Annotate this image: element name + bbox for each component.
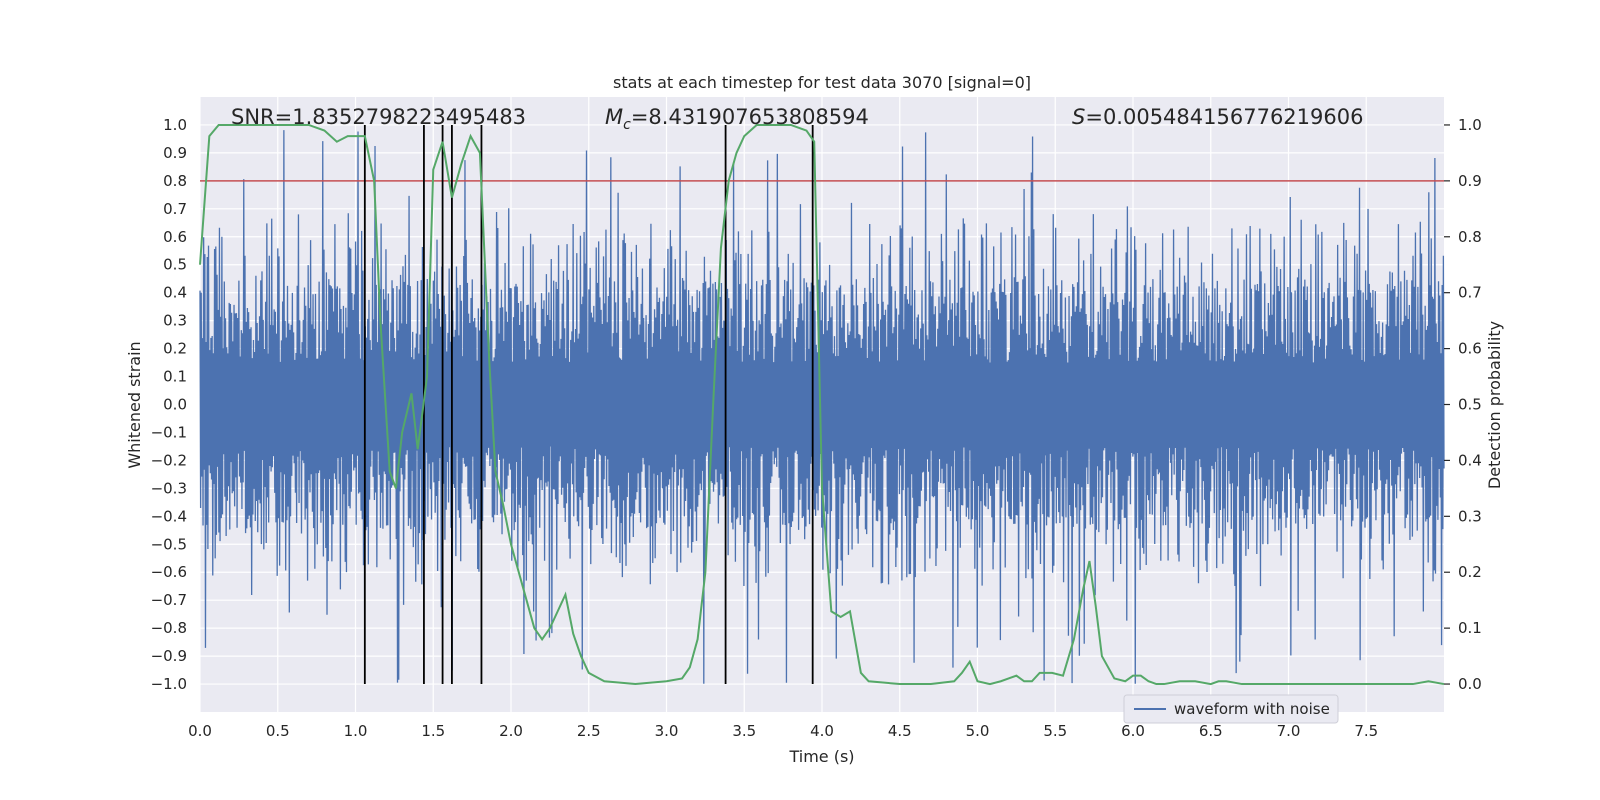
chirp-mass-symbol: M xyxy=(605,105,623,129)
legend-label-waveform: waveform with noise xyxy=(1174,700,1330,718)
y2-tick-label: 0.4 xyxy=(1458,451,1482,469)
y2-tick-label: 0.1 xyxy=(1458,619,1482,637)
legend-box xyxy=(1123,694,1339,724)
y-tick-label: 0.4 xyxy=(163,284,187,302)
y-tick-label: −0.8 xyxy=(151,619,187,637)
x-tick-label: 7.0 xyxy=(1277,722,1301,740)
y-tick-label: −0.7 xyxy=(151,591,187,609)
x-tick-label: 2.5 xyxy=(577,722,601,740)
y-tick-label: 1.0 xyxy=(163,116,187,134)
probability-line xyxy=(199,123,1445,686)
y2-tick-label: 0.7 xyxy=(1458,284,1482,302)
y-tick-label: −0.5 xyxy=(151,535,187,553)
y-tick-label: 0.5 xyxy=(163,256,187,274)
x-axis-label: Time (s) xyxy=(788,747,854,766)
x-tick-label: 6.5 xyxy=(1199,722,1223,740)
x-tick-label: 1.0 xyxy=(344,722,368,740)
x-tick-label: 0.5 xyxy=(266,722,290,740)
y2-tick-label: 0.9 xyxy=(1458,172,1482,190)
y-tick-label: −0.3 xyxy=(151,479,187,497)
y2-tick-label: 0.2 xyxy=(1458,563,1482,581)
y2-tick-label: 0.6 xyxy=(1458,340,1482,358)
x-tick-label: 7.5 xyxy=(1354,722,1378,740)
waveform-series xyxy=(199,130,1445,684)
y-tick-label: 0.6 xyxy=(163,228,187,246)
y-tick-label: −1.0 xyxy=(151,675,187,693)
x-axis: 0.0 0.5 1.0 1.5 2.0 2.5 3.0 3.5 4.0 4.5 5.0 5.5 6.0 6… xyxy=(188,722,1378,740)
y2-axis: 1.0 0.9 0.8 0.7 0.6 0.5 0.4 0.3 0.2 0.1 0.0 xyxy=(1444,116,1482,693)
y-tick-label: −0.1 xyxy=(151,423,187,441)
probability-group xyxy=(199,123,1445,686)
score-symbol: S xyxy=(1072,105,1085,129)
legend: waveform with noise xyxy=(1123,694,1339,724)
y2-tick-label: 0.0 xyxy=(1458,675,1482,693)
y-axis: 1.0 0.9 0.8 0.7 0.6 0.5 0.4 0.3 0.2 0.1 0.0 −0.1 −0.… xyxy=(151,116,187,693)
y-tick-label: 0.7 xyxy=(163,200,187,218)
y-tick-label: 0.8 xyxy=(163,172,187,190)
y-axis-label: Whitened strain xyxy=(125,341,144,468)
x-tick-label: 2.0 xyxy=(499,722,523,740)
y-tick-label: 0.9 xyxy=(163,144,187,162)
x-tick-label: 3.0 xyxy=(655,722,679,740)
y2-tick-label: 1.0 xyxy=(1458,116,1482,134)
y-tick-label: −0.2 xyxy=(151,451,187,469)
chart-title: stats at each timestep for test data 307… xyxy=(613,73,1031,92)
x-tick-label: 6.0 xyxy=(1121,722,1145,740)
y-tick-label: 0.2 xyxy=(163,340,187,358)
y2-tick-label: 0.5 xyxy=(1458,396,1482,414)
y-tick-label: 0.1 xyxy=(163,368,187,386)
x-tick-label: 3.5 xyxy=(732,722,756,740)
y-tick-label: −0.9 xyxy=(151,647,187,665)
x-tick-label: 5.0 xyxy=(966,722,990,740)
y-tick-label: −0.4 xyxy=(151,507,187,525)
snr-annotation: SNR=1.8352798223495483 xyxy=(231,105,526,129)
x-tick-label: 5.5 xyxy=(1043,722,1067,740)
chirp-mass-annotation: Mc=8.431907653808594 xyxy=(605,105,869,133)
y-tick-label: 0.0 xyxy=(163,396,187,414)
score-annotation: S=0.005484156776219606 xyxy=(1072,105,1363,129)
chirp-mass-subscript: c xyxy=(623,117,631,133)
score-value: =0.005484156776219606 xyxy=(1085,105,1363,129)
y2-tick-label: 0.3 xyxy=(1458,507,1482,525)
y2-axis-label: Detection probability xyxy=(1485,321,1504,489)
waveform-line xyxy=(199,130,1445,684)
x-tick-label: 1.5 xyxy=(421,722,445,740)
x-tick-label: 0.0 xyxy=(188,722,212,740)
y-tick-label: −0.6 xyxy=(151,563,187,581)
x-tick-label: 4.0 xyxy=(810,722,834,740)
y-tick-label: 0.3 xyxy=(163,312,187,330)
chirp-mass-value: =8.431907653808594 xyxy=(631,105,869,129)
y2-tick-label: 0.8 xyxy=(1458,228,1482,246)
x-tick-label: 4.5 xyxy=(888,722,912,740)
